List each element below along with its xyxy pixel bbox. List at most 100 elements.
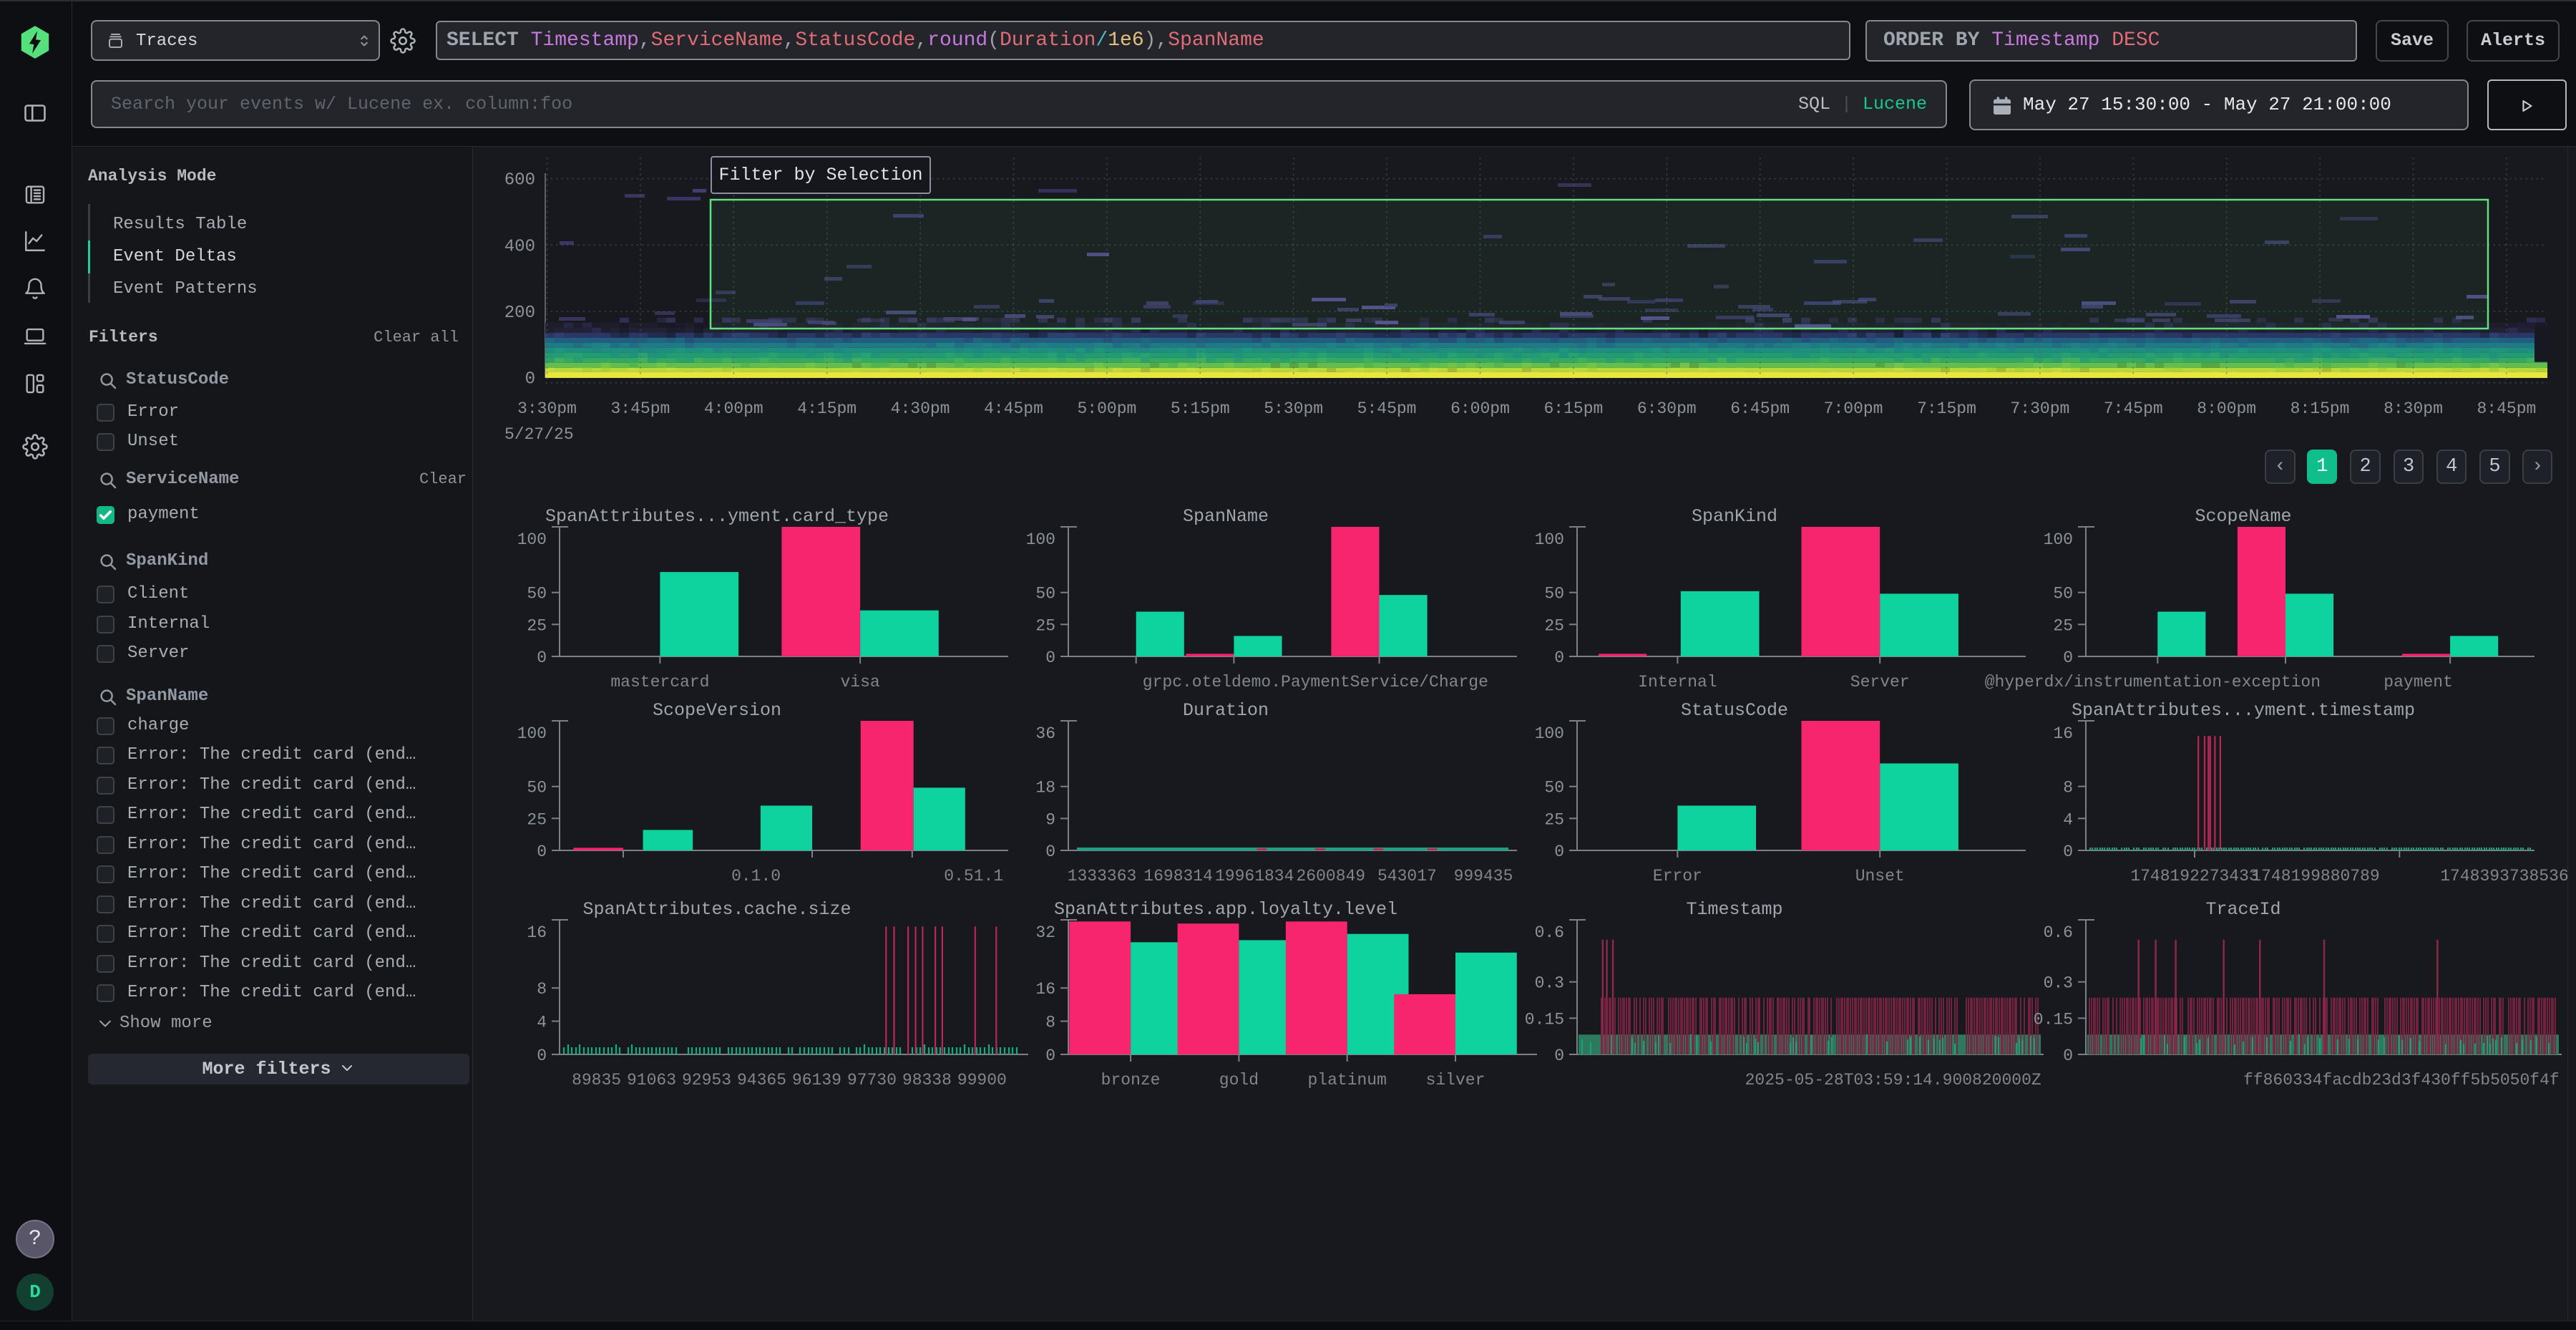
- svg-text:gold: gold: [1219, 1071, 1259, 1089]
- svg-text:Server: Server: [1850, 673, 1910, 691]
- svg-text:100: 100: [517, 724, 547, 743]
- svg-text:0.6: 0.6: [2044, 923, 2073, 942]
- svg-text:50: 50: [527, 585, 547, 603]
- svg-text:1748199880789: 1748199880789: [2251, 867, 2379, 885]
- svg-text:94365: 94365: [737, 1071, 786, 1089]
- svg-text:6:30pm: 6:30pm: [1637, 399, 1697, 418]
- svg-text:96139: 96139: [792, 1071, 841, 1089]
- svg-text:50: 50: [527, 779, 547, 797]
- svg-text:9: 9: [1045, 810, 1055, 829]
- svg-text:999435: 999435: [1454, 867, 1513, 885]
- svg-text:98338: 98338: [902, 1071, 952, 1089]
- svg-text:ScopeName: ScopeName: [2195, 506, 2291, 527]
- svg-text:0: 0: [1554, 843, 1564, 861]
- svg-text:2025-05-28T03:59:14.900820000Z: 2025-05-28T03:59:14.900820000Z: [1745, 1071, 2041, 1089]
- svg-text:0.15: 0.15: [1525, 1010, 1564, 1029]
- svg-text:7:00pm: 7:00pm: [1824, 399, 1883, 418]
- svg-text:0: 0: [1045, 843, 1055, 861]
- svg-text:3:30pm: 3:30pm: [517, 399, 577, 418]
- svg-text:0: 0: [2063, 843, 2073, 861]
- svg-text:4: 4: [2063, 810, 2073, 829]
- svg-text:8:30pm: 8:30pm: [2384, 399, 2443, 418]
- svg-text:99900: 99900: [957, 1071, 1007, 1089]
- svg-text:4:45pm: 4:45pm: [984, 399, 1043, 418]
- svg-text:6:45pm: 6:45pm: [1730, 399, 1790, 418]
- svg-text:0: 0: [1554, 1047, 1564, 1065]
- svg-text:ScopeVersion: ScopeVersion: [653, 700, 781, 721]
- svg-text:0.1.0: 0.1.0: [731, 867, 781, 885]
- svg-text:92953: 92953: [682, 1071, 731, 1089]
- svg-text:50: 50: [1035, 585, 1055, 603]
- svg-text:4:00pm: 4:00pm: [704, 399, 763, 418]
- svg-text:4:30pm: 4:30pm: [891, 399, 950, 418]
- svg-text:SpanName: SpanName: [1183, 506, 1269, 527]
- svg-text:0: 0: [537, 1047, 547, 1065]
- svg-text:Duration: Duration: [1183, 700, 1269, 721]
- svg-text:200: 200: [504, 304, 535, 323]
- svg-text:7:30pm: 7:30pm: [2010, 399, 2069, 418]
- svg-text:100: 100: [1535, 530, 1564, 549]
- svg-text:25: 25: [527, 616, 547, 635]
- svg-text:25: 25: [527, 810, 547, 829]
- svg-text:600: 600: [504, 171, 535, 190]
- svg-text:0: 0: [1045, 1047, 1055, 1065]
- svg-text:8:00pm: 8:00pm: [2197, 399, 2256, 418]
- svg-text:6:15pm: 6:15pm: [1543, 399, 1603, 418]
- svg-text:32: 32: [1035, 923, 1055, 942]
- svg-text:Internal: Internal: [1638, 673, 1717, 691]
- svg-text:5:00pm: 5:00pm: [1077, 399, 1136, 418]
- svg-text:18: 18: [1035, 779, 1055, 797]
- svg-text:25: 25: [1035, 616, 1055, 635]
- svg-text:6:00pm: 6:00pm: [1450, 399, 1510, 418]
- svg-text:1698314: 1698314: [1143, 867, 1213, 885]
- svg-text:16: 16: [527, 923, 547, 942]
- svg-text:8: 8: [2063, 779, 2073, 797]
- svg-text:Unset: Unset: [1855, 867, 1905, 885]
- svg-text:TraceId: TraceId: [2205, 899, 2280, 920]
- svg-text:0: 0: [537, 843, 547, 861]
- svg-text:19961834: 19961834: [1215, 867, 1294, 885]
- svg-text:5:15pm: 5:15pm: [1171, 399, 1230, 418]
- svg-text:SpanAttributes...yment.timesta: SpanAttributes...yment.timestamp: [2072, 700, 2415, 721]
- svg-text:payment: payment: [2384, 673, 2453, 691]
- svg-text:1748393738536: 1748393738536: [2440, 867, 2568, 885]
- svg-text:2600849: 2600849: [1296, 867, 1365, 885]
- svg-text:platinum: platinum: [1307, 1071, 1386, 1089]
- svg-text:91063: 91063: [627, 1071, 676, 1089]
- svg-text:4:15pm: 4:15pm: [797, 399, 857, 418]
- svg-text:0: 0: [1554, 649, 1564, 667]
- svg-text:1333363: 1333363: [1068, 867, 1137, 885]
- svg-text:7:45pm: 7:45pm: [2104, 399, 2163, 418]
- svg-text:silver: silver: [1426, 1071, 1485, 1089]
- svg-text:5:45pm: 5:45pm: [1357, 399, 1417, 418]
- svg-text:@hyperdx/instrumentation-excep: @hyperdx/instrumentation-exception: [1985, 673, 2321, 691]
- svg-text:3:45pm: 3:45pm: [610, 399, 670, 418]
- svg-text:0.3: 0.3: [2044, 974, 2073, 993]
- svg-text:400: 400: [504, 237, 535, 256]
- svg-text:mastercard: mastercard: [610, 673, 709, 691]
- svg-text:StatusCode: StatusCode: [1681, 700, 1788, 721]
- svg-text:0.15: 0.15: [2034, 1010, 2073, 1029]
- svg-text:50: 50: [2053, 585, 2073, 603]
- svg-text:8: 8: [1045, 1014, 1055, 1032]
- svg-text:Timestamp: Timestamp: [1686, 899, 1782, 920]
- svg-text:8: 8: [537, 980, 547, 999]
- svg-text:100: 100: [2044, 530, 2073, 549]
- svg-text:100: 100: [1535, 724, 1564, 743]
- svg-text:0.6: 0.6: [1535, 923, 1564, 942]
- svg-text:100: 100: [517, 530, 547, 549]
- svg-text:0: 0: [525, 370, 535, 389]
- svg-text:100: 100: [1026, 530, 1055, 549]
- svg-text:0.3: 0.3: [1535, 974, 1564, 993]
- svg-text:50: 50: [1544, 585, 1564, 603]
- svg-text:4: 4: [537, 1014, 547, 1032]
- svg-text:25: 25: [1544, 810, 1564, 829]
- svg-text:SpanAttributes.cache.size: SpanAttributes.cache.size: [582, 899, 851, 920]
- svg-text:SpanKind: SpanKind: [1692, 506, 1777, 527]
- svg-text:97730: 97730: [847, 1071, 897, 1089]
- svg-text:16: 16: [2053, 724, 2073, 743]
- svg-text:5/27/25: 5/27/25: [504, 425, 574, 444]
- svg-text:1748192273433: 1748192273433: [2130, 867, 2258, 885]
- svg-text:16: 16: [1035, 980, 1055, 999]
- svg-text:SpanAttributes.app.loyalty.lev: SpanAttributes.app.loyalty.level: [1054, 899, 1397, 920]
